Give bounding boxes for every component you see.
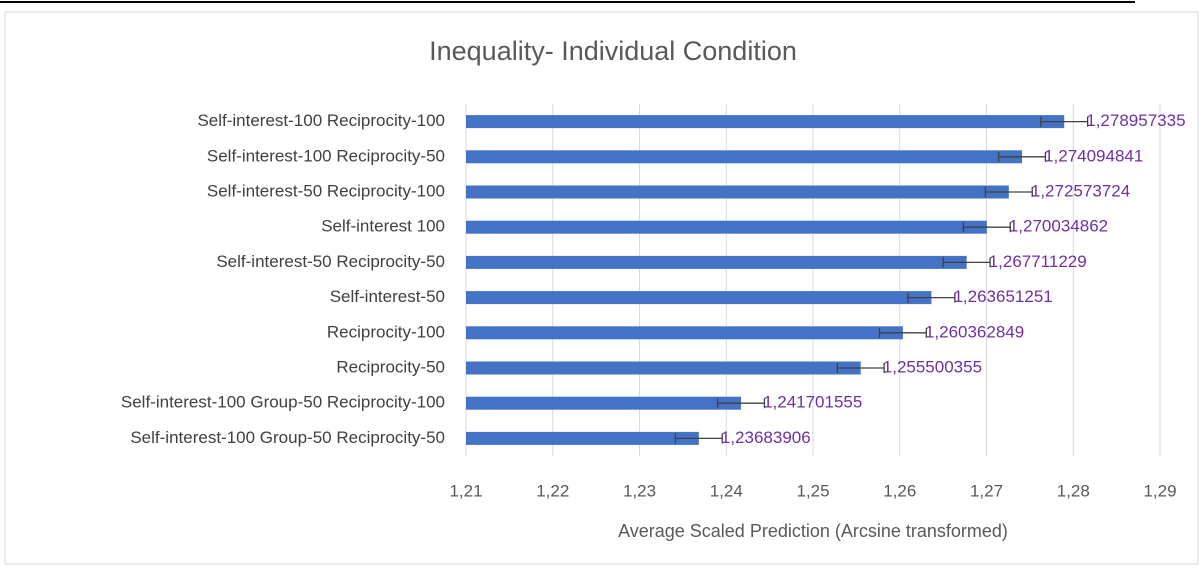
bar	[466, 185, 1009, 199]
bar	[466, 220, 987, 234]
bar	[466, 291, 932, 305]
x-tick-label: 1,26	[883, 481, 916, 500]
bar	[466, 255, 967, 269]
data-label: 1,274094841	[1044, 146, 1143, 165]
data-label: 1,278957335	[1086, 111, 1185, 130]
x-tick-label: 1,23	[623, 481, 656, 500]
data-label: 1,241701555	[763, 393, 862, 412]
x-tick-label: 1,25	[796, 481, 829, 500]
data-label: 1,263651251	[953, 287, 1052, 306]
y-tick-label: Self-interest-50 Reciprocity-50	[216, 252, 445, 271]
bar	[466, 396, 742, 410]
y-tick-label: Self-interest-50 Reciprocity-100	[207, 181, 445, 200]
bar	[466, 150, 1023, 164]
data-label: 1,255500355	[883, 357, 982, 376]
x-tick-label: 1,28	[1057, 481, 1090, 500]
y-tick-label: Self-interest-50	[330, 287, 445, 306]
x-tick-label: 1,27	[970, 481, 1003, 500]
x-tick-label: 1,21	[449, 481, 482, 500]
data-label: 1,272573724	[1031, 181, 1130, 200]
y-tick-label: Self-interest-100 Reciprocity-100	[197, 111, 445, 130]
x-axis-title: Average Scaled Prediction (Arcsine trans…	[618, 521, 1008, 541]
x-tick-label: 1,22	[536, 481, 569, 500]
bar	[466, 326, 903, 340]
x-tick-label: 1,29	[1143, 481, 1176, 500]
y-tick-label: Reciprocity-100	[327, 322, 445, 341]
x-tick-label: 1,24	[710, 481, 743, 500]
y-tick-label: Self-interest-100 Group-50 Reciprocity-5…	[130, 428, 445, 447]
y-tick-label: Self-interest 100	[321, 217, 445, 236]
data-label: 1,267711229	[989, 252, 1087, 271]
y-tick-label: Reciprocity-50	[336, 357, 445, 376]
bar	[466, 431, 699, 445]
bar	[466, 115, 1065, 129]
chart-border	[4, 11, 1199, 565]
data-label: 1,260362849	[925, 322, 1024, 341]
data-label: 1,23683906	[721, 428, 811, 447]
data-label: 1,270034862	[1009, 217, 1108, 236]
bar	[466, 361, 861, 375]
y-tick-label: Self-interest-100 Reciprocity-50	[207, 146, 445, 165]
y-tick-label: Self-interest-100 Group-50 Reciprocity-1…	[121, 393, 445, 412]
chart-title: Inequality- Individual Condition	[429, 36, 797, 66]
